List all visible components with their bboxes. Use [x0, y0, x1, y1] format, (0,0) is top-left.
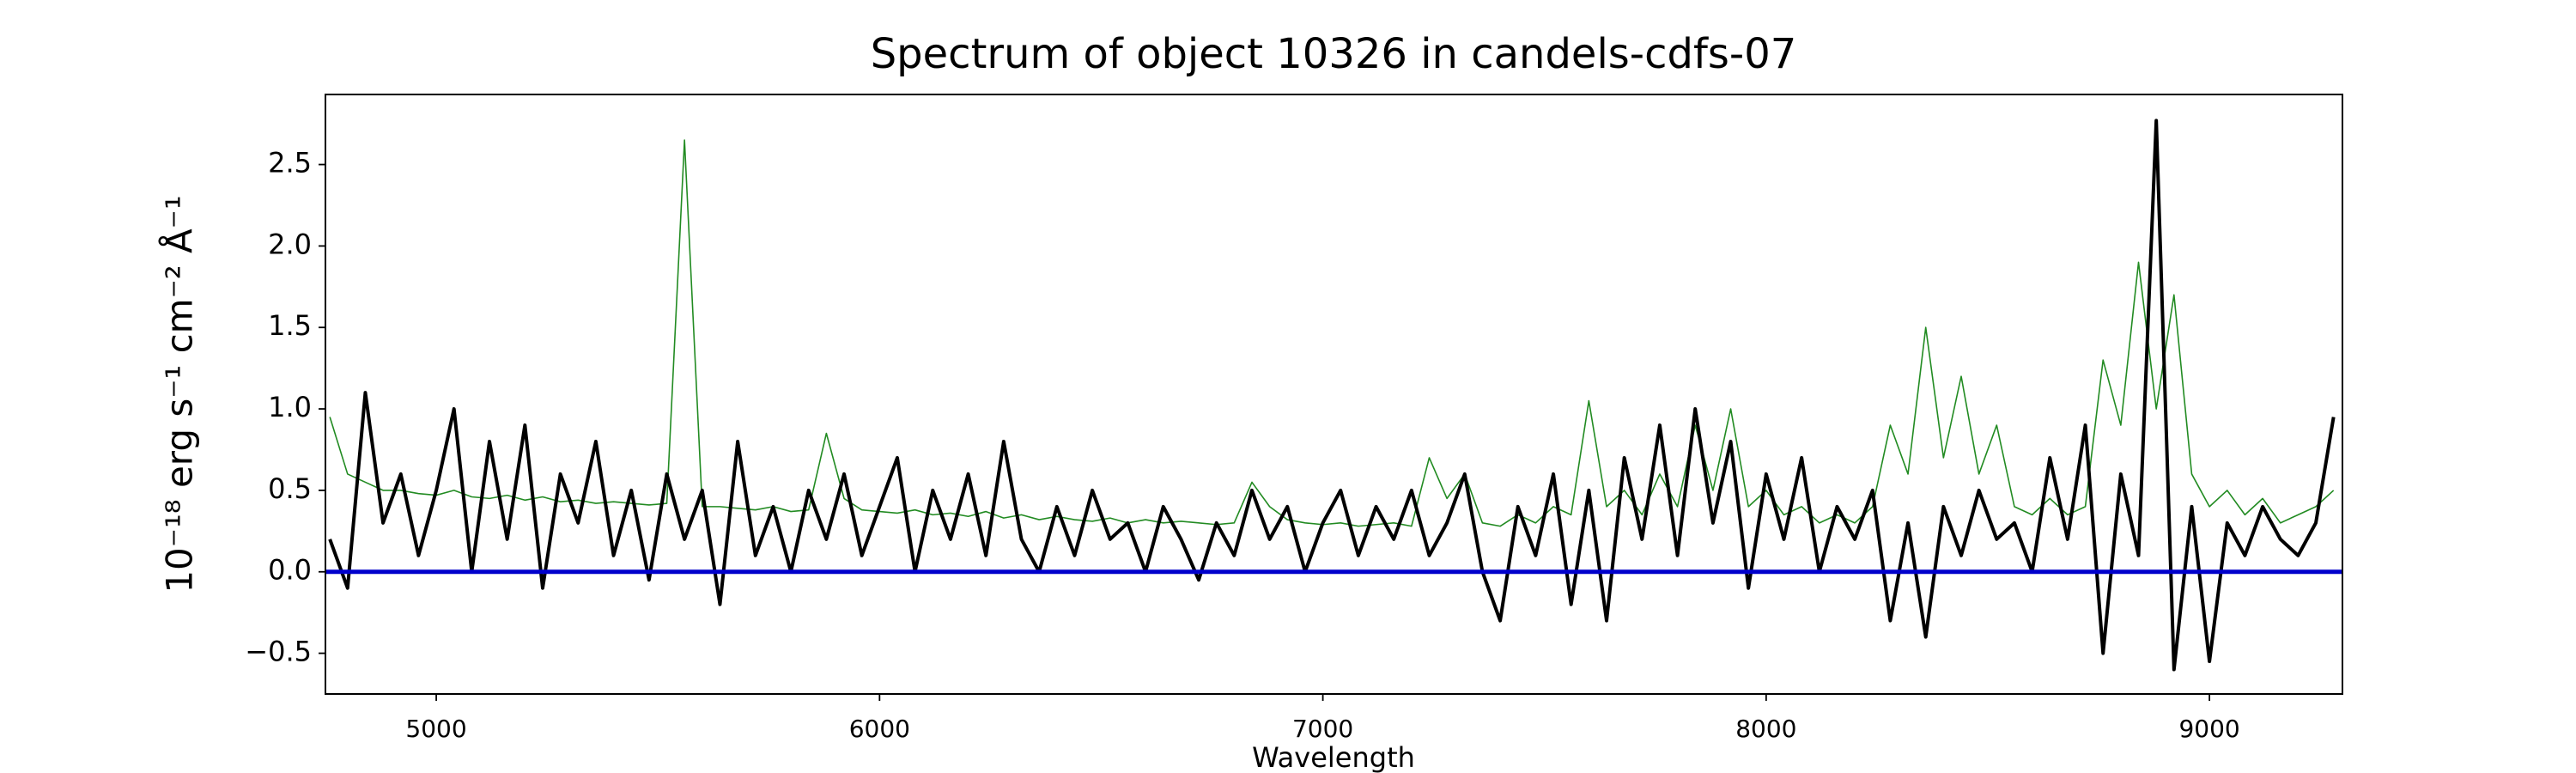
x-tick-label: 7000: [1292, 715, 1353, 743]
x-tick-label: 6000: [849, 715, 910, 743]
plot-frame: [325, 94, 2343, 695]
y-tick-label: 0.5: [268, 472, 312, 505]
flux-line: [328, 119, 2336, 672]
y-tick-label: 0.0: [268, 554, 312, 587]
y-tick-label: 1.0: [268, 391, 312, 423]
error-line: [329, 139, 2335, 527]
y-tick-label: 1.5: [268, 309, 312, 342]
x-tick-label: 9000: [2178, 715, 2239, 743]
x-tick-label: 8000: [1735, 715, 1796, 743]
x-axis-label: Wavelength: [1252, 741, 1415, 773]
y-tick-label: 2.0: [268, 228, 312, 260]
y-tick-label: −0.5: [245, 636, 312, 668]
x-tick-label: 5000: [405, 715, 466, 743]
y-tick-label: 2.5: [268, 147, 312, 180]
chart-title: Spectrum of object 10326 in candels-cdfs…: [871, 30, 1797, 78]
y-axis-label: 10⁻¹⁸ erg s⁻¹ cm⁻² Å⁻¹: [158, 195, 201, 593]
